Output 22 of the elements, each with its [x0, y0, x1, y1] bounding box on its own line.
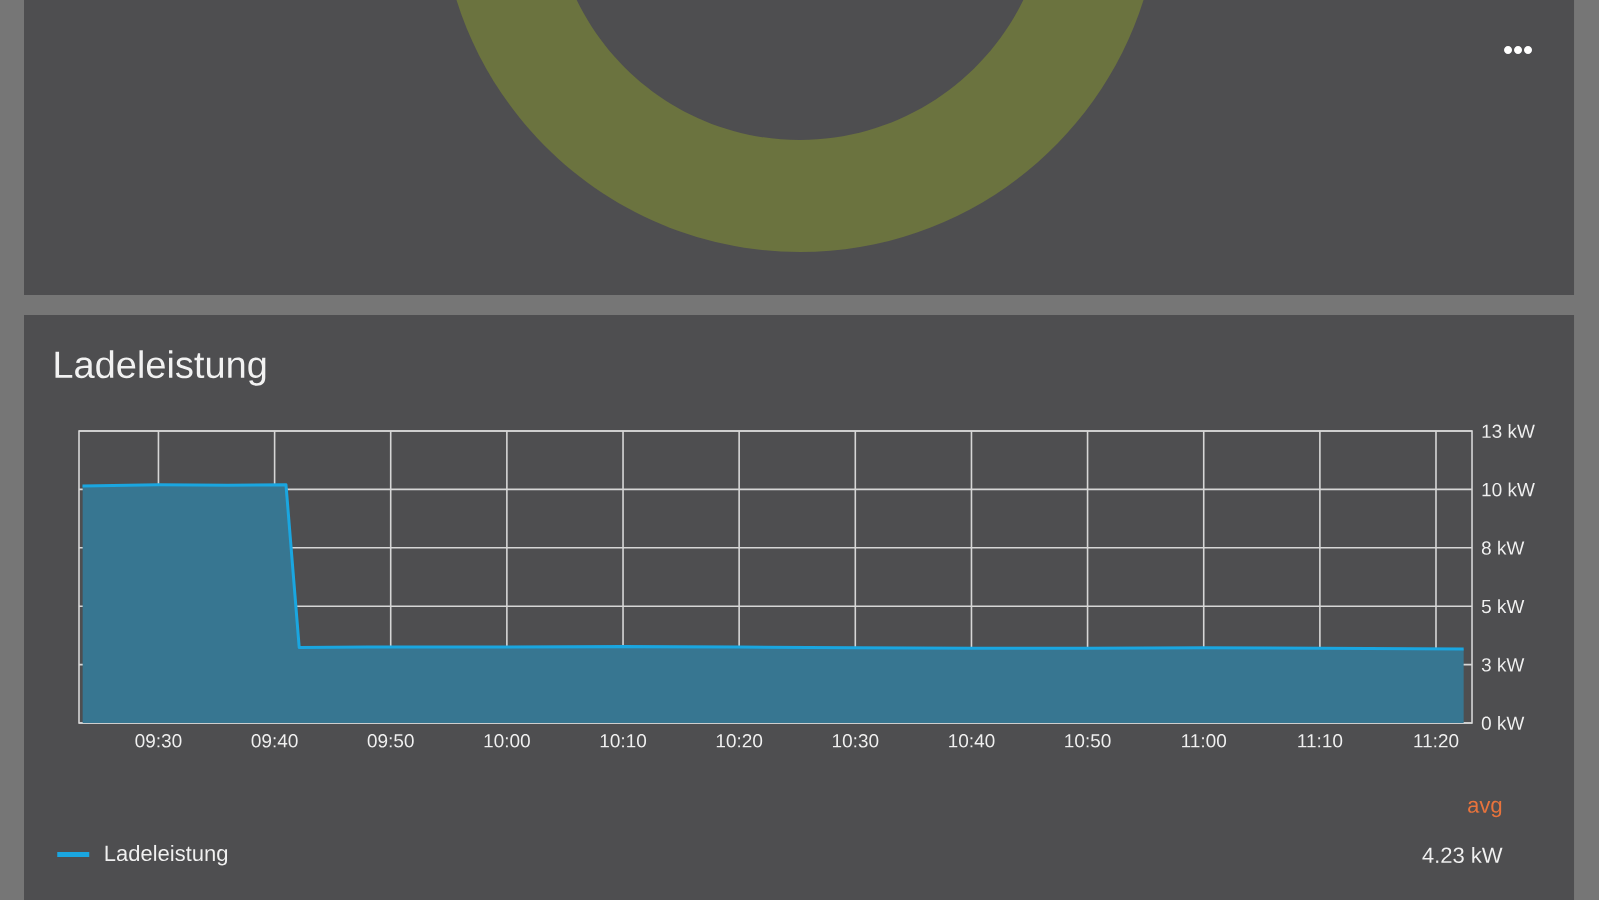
- x-tick-label: 10:30: [832, 734, 879, 748]
- x-tick-label: 11:00: [1182, 734, 1227, 748]
- y-tick-label: 8 kW: [1481, 540, 1525, 555]
- y-tick-label: 5 kW: [1481, 599, 1525, 614]
- x-tick-label: 10:40: [949, 734, 995, 748]
- y-tick-label: 3 kW: [1481, 657, 1525, 672]
- x-tick-label: 10:50: [1065, 734, 1111, 748]
- text: 4.23 kW: [1422, 846, 1503, 864]
- y-tick-label: 0 kW: [1481, 716, 1525, 730]
- x-tick-label: 09:50: [367, 734, 414, 748]
- text: avg: [1468, 800, 1502, 818]
- x-tick-label: 10:10: [600, 734, 647, 748]
- legend-label: Ladeleistung: [105, 844, 228, 866]
- x-tick-label: 10:20: [716, 734, 763, 748]
- chart-title: Ladeleistung: [55, 350, 266, 386]
- x-tick-label: 11:10: [1298, 734, 1343, 748]
- x-tick-label: 10:00: [484, 734, 530, 748]
- y-tick-label: 10 kW: [1482, 482, 1535, 497]
- x-tick-label: 09:40: [251, 734, 298, 748]
- x-tick-label: 11:20: [1414, 734, 1459, 748]
- x-tick-label: 09:30: [135, 734, 182, 748]
- y-tick-label: 13 kW: [1482, 424, 1535, 438]
